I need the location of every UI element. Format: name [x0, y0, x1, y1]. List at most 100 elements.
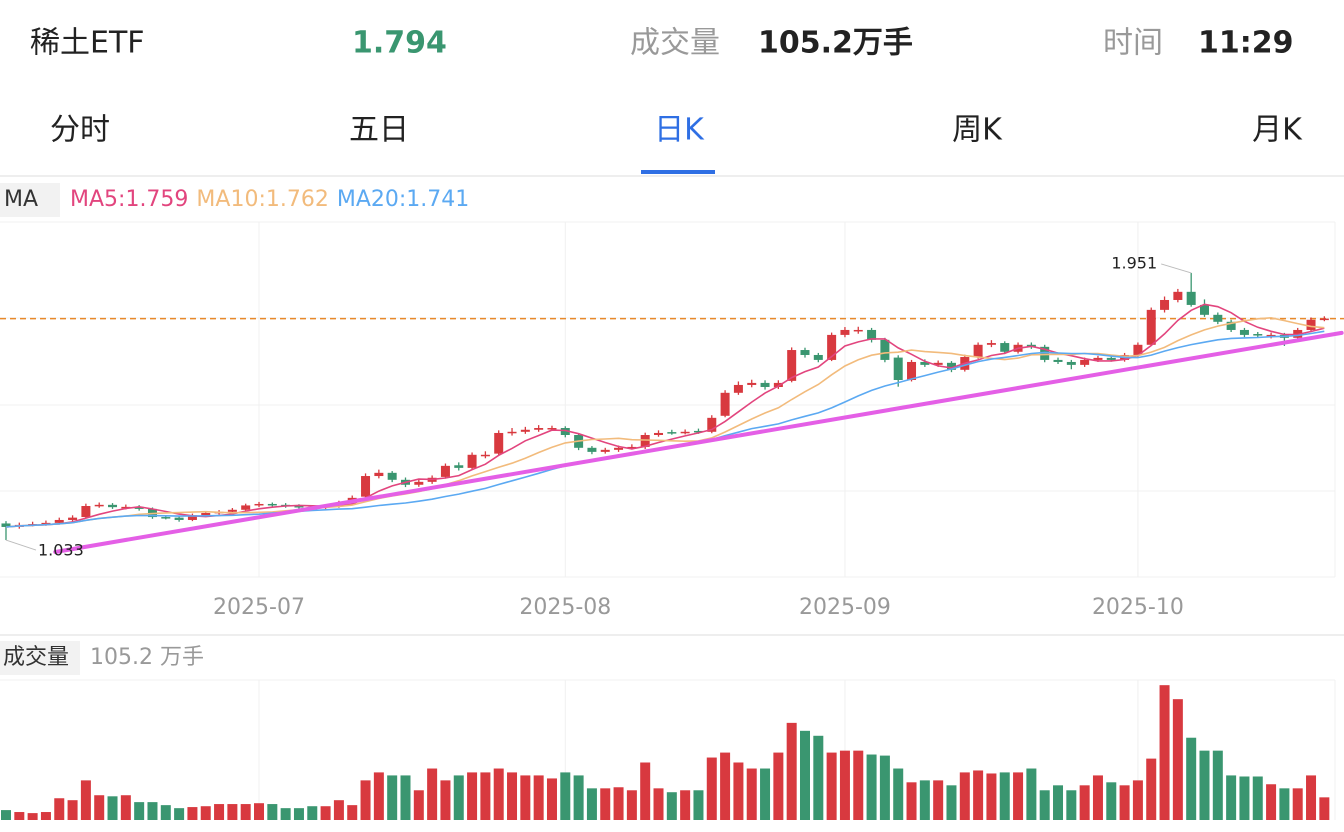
volume-bar — [573, 775, 584, 820]
volume-bar — [826, 752, 837, 820]
volume-bar — [533, 775, 544, 820]
volume-bar — [1226, 775, 1237, 820]
volume-bar — [560, 772, 571, 820]
candle-body — [440, 465, 450, 477]
volume-bar — [906, 782, 917, 820]
time-label: 时间 — [1103, 26, 1163, 61]
volume-bar — [467, 772, 478, 820]
ma-legend: MA20:1.741 — [337, 187, 469, 212]
volume-bar — [786, 722, 797, 820]
volume-bar — [1026, 768, 1037, 820]
candle-body — [387, 472, 397, 480]
tab[interactable]: 月K — [1252, 113, 1303, 148]
candle-body — [187, 515, 197, 520]
candle-body — [707, 417, 717, 432]
tab-underline — [641, 170, 715, 174]
volume-bar — [1252, 776, 1263, 820]
volume-bar — [40, 812, 51, 820]
high-leader — [1161, 263, 1192, 274]
volume-bar — [347, 805, 358, 820]
stock-name: 稀土ETF — [30, 26, 145, 61]
tab[interactable]: 周K — [952, 113, 1003, 148]
volume-bar — [200, 806, 211, 820]
volume-panel-label-bg — [0, 641, 80, 675]
ma-legend: MA10:1.762 — [196, 187, 328, 212]
volume-bar — [1239, 776, 1250, 820]
candle-body — [1053, 359, 1063, 362]
candle-body — [587, 447, 597, 452]
volume-bar — [174, 808, 185, 820]
volume-bar — [1292, 788, 1303, 820]
volume-bar — [320, 806, 331, 820]
volume-bar — [1172, 699, 1183, 820]
ma-button-bg[interactable] — [0, 183, 60, 217]
x-tick-label: 2025-07 — [213, 595, 305, 620]
volume-panel-label: 成交量 — [3, 645, 69, 670]
volume-bar — [373, 772, 384, 820]
candle-body — [227, 509, 237, 512]
candle-body — [534, 428, 544, 430]
candle-body — [68, 517, 78, 520]
volume-bar — [134, 802, 145, 820]
candle-body — [494, 432, 504, 454]
high-annotation: 1.951 — [1111, 253, 1157, 272]
candle-body — [946, 362, 956, 370]
volume-bar — [653, 788, 664, 820]
volume-bar — [120, 795, 131, 820]
candle-body — [1066, 361, 1076, 365]
candle-body — [81, 506, 91, 518]
volume-bar — [520, 775, 531, 820]
volume-bar — [1119, 785, 1130, 820]
candle-body — [201, 512, 211, 516]
volume-bar — [946, 785, 957, 820]
volume-bar — [360, 780, 371, 820]
volume-bar — [94, 795, 105, 820]
volume-bar — [866, 754, 877, 820]
volume-bar — [67, 800, 78, 820]
volume-bar — [1212, 750, 1223, 820]
tab[interactable]: 五日 — [349, 113, 409, 148]
volume-bar — [160, 805, 171, 820]
tab[interactable]: 分时 — [50, 113, 110, 148]
volume-bar — [1079, 785, 1090, 820]
volume-bar — [893, 768, 904, 820]
candle-body — [1226, 321, 1236, 330]
candle-body — [733, 384, 743, 393]
volume-bar — [507, 772, 518, 820]
candle-body — [627, 446, 637, 449]
volume-bar — [1066, 790, 1077, 820]
volume-bar — [1039, 790, 1050, 820]
volume-bar — [959, 772, 970, 820]
volume-bar — [813, 735, 824, 820]
volume-bar — [919, 780, 930, 820]
candle-body — [640, 435, 650, 447]
x-tick-label: 2025-09 — [799, 595, 891, 620]
volume-bar — [307, 806, 318, 820]
volume-bar — [240, 804, 251, 820]
ma-button[interactable]: MA — [4, 187, 38, 212]
tab[interactable]: 日K — [654, 113, 705, 148]
candle-body — [480, 454, 490, 457]
volume-bar — [600, 788, 611, 820]
volume-bar — [1146, 758, 1157, 820]
candle-body — [121, 506, 131, 509]
volume-bar — [440, 780, 451, 820]
candle-body — [853, 329, 863, 332]
candle-body — [374, 472, 384, 477]
candle-body — [108, 504, 118, 508]
volume-bar — [973, 770, 984, 820]
time-value: 11:29 — [1198, 26, 1294, 61]
candle-body — [1, 523, 11, 527]
candle-body — [654, 432, 664, 435]
volume-bar — [1106, 782, 1117, 820]
candle-body — [813, 354, 823, 360]
volume-bar — [0, 810, 11, 820]
candle-body — [267, 503, 277, 506]
candle-body — [520, 429, 530, 432]
candle-body — [907, 361, 917, 381]
candle-body — [747, 382, 757, 385]
candle-body — [1253, 334, 1263, 336]
candle-body — [920, 361, 930, 365]
volume-bar — [1159, 685, 1170, 820]
volume-bar — [733, 762, 744, 820]
